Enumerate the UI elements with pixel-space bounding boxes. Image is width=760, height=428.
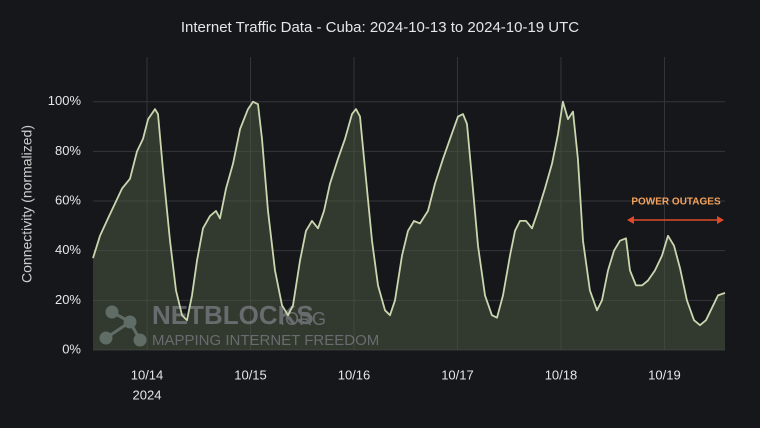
x-tick-label: 10/14 [131, 367, 164, 382]
y-tick-label: 40% [55, 242, 81, 257]
x-tick-label: 10/19 [648, 367, 681, 382]
x-tick-label: 10/18 [545, 367, 578, 382]
y-tick-label: 0% [62, 341, 81, 356]
y-tick-label: 60% [55, 192, 81, 207]
watermark-suffix: .ORG [280, 309, 326, 329]
chart-title: Internet Traffic Data - Cuba: 2024-10-13… [181, 19, 579, 36]
annotation: POWER OUTAGES [627, 197, 724, 224]
watermark-logo [99, 305, 147, 347]
y-tick-label: 20% [55, 292, 81, 307]
y-axis-label: Connectivity (normalized) [19, 125, 35, 283]
annotation-text: POWER OUTAGES [631, 197, 721, 208]
watermark: NETBLOCKS .ORG MAPPING INTERNET FREEDOM [99, 300, 379, 349]
y-tick-label: 100% [48, 93, 82, 108]
x-tick-label: 10/16 [338, 367, 371, 382]
y-tick-label: 80% [55, 143, 81, 158]
x-year-label: 2024 [133, 387, 162, 402]
watermark-tagline: MAPPING INTERNET FREEDOM [152, 332, 379, 349]
x-tick-label: 10/15 [234, 367, 267, 382]
area [93, 101, 725, 350]
x-tick-label: 10/17 [441, 367, 474, 382]
line [92, 100, 726, 327]
